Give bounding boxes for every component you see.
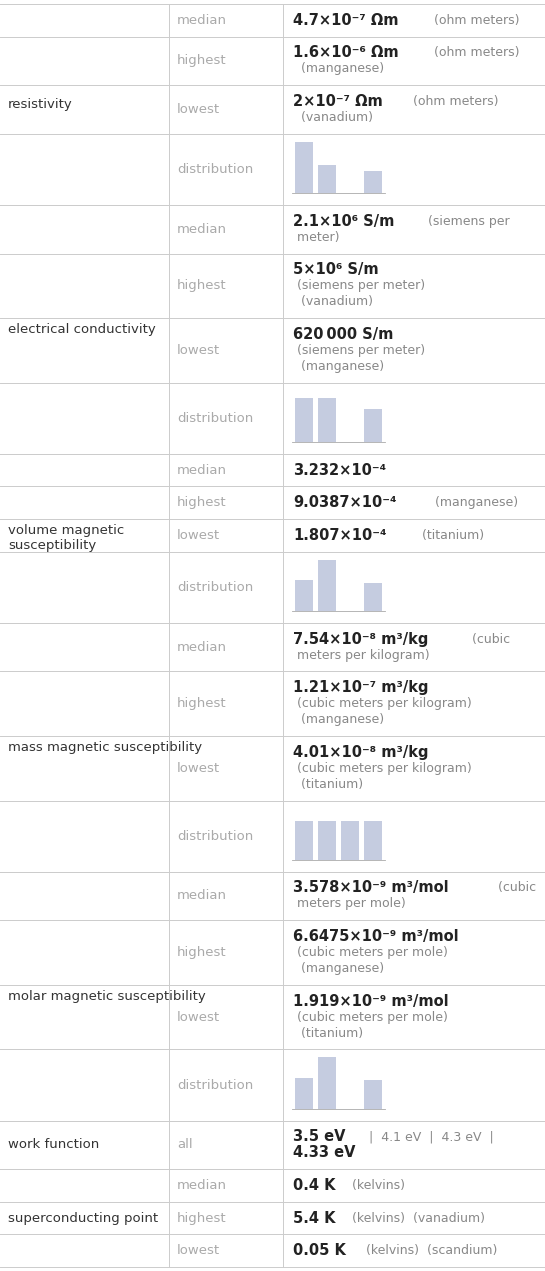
Text: 1.807×10⁻⁴: 1.807×10⁻⁴ bbox=[293, 527, 387, 543]
Text: electrical conductivity: electrical conductivity bbox=[8, 323, 156, 336]
Text: (siemens per meter): (siemens per meter) bbox=[293, 280, 426, 292]
Text: (cubic meters per mole): (cubic meters per mole) bbox=[293, 1010, 449, 1023]
Text: highest: highest bbox=[177, 1211, 227, 1224]
Text: highest: highest bbox=[177, 280, 227, 292]
Text: |  4.1 eV  |  4.3 eV  |: | 4.1 eV | 4.3 eV | bbox=[361, 1130, 494, 1144]
Bar bbox=[295, 142, 313, 193]
Bar bbox=[365, 1080, 383, 1108]
Text: 2×10⁻⁷ Ωm: 2×10⁻⁷ Ωm bbox=[293, 94, 383, 109]
Text: 6.6475×10⁻⁹ m³/mol: 6.6475×10⁻⁹ m³/mol bbox=[293, 929, 459, 944]
Text: lowest: lowest bbox=[177, 529, 220, 541]
Text: resistivity: resistivity bbox=[8, 98, 72, 111]
Text: meter): meter) bbox=[293, 231, 340, 244]
Text: lowest: lowest bbox=[177, 1010, 220, 1023]
Text: (cubic meters per mole): (cubic meters per mole) bbox=[293, 946, 449, 960]
Bar bbox=[365, 408, 383, 442]
Text: median: median bbox=[177, 222, 227, 235]
Bar bbox=[365, 582, 383, 611]
Text: 3.578×10⁻⁹ m³/mol: 3.578×10⁻⁹ m³/mol bbox=[293, 881, 449, 896]
Text: 620 000 S/m: 620 000 S/m bbox=[293, 327, 394, 342]
Text: distribution: distribution bbox=[177, 412, 253, 425]
Bar bbox=[295, 580, 313, 611]
Text: (siemens per: (siemens per bbox=[424, 215, 510, 228]
Text: meters per kilogram): meters per kilogram) bbox=[293, 648, 430, 662]
Text: (kelvins)  (scandium): (kelvins) (scandium) bbox=[362, 1244, 497, 1257]
Text: molar magnetic susceptibility: molar magnetic susceptibility bbox=[8, 990, 206, 1003]
Text: 1.21×10⁻⁷ m³/kg: 1.21×10⁻⁷ m³/kg bbox=[293, 680, 429, 695]
Text: highest: highest bbox=[177, 946, 227, 960]
Text: (cubic: (cubic bbox=[494, 882, 536, 895]
Text: (titanium): (titanium) bbox=[414, 529, 484, 541]
Text: (kelvins)  (vanadium): (kelvins) (vanadium) bbox=[348, 1211, 485, 1224]
Bar bbox=[365, 172, 383, 193]
Text: (titanium): (titanium) bbox=[293, 1027, 364, 1040]
Text: work function: work function bbox=[8, 1139, 99, 1152]
Text: highest: highest bbox=[177, 55, 227, 67]
Text: 1.6×10⁻⁶ Ωm: 1.6×10⁻⁶ Ωm bbox=[293, 46, 399, 61]
Bar bbox=[318, 165, 336, 193]
Text: median: median bbox=[177, 464, 227, 477]
Text: lowest: lowest bbox=[177, 761, 220, 775]
Text: (vanadium): (vanadium) bbox=[293, 295, 373, 309]
Text: median: median bbox=[177, 890, 227, 902]
Text: 3.5 eV: 3.5 eV bbox=[293, 1130, 346, 1144]
Text: (manganese): (manganese) bbox=[293, 962, 385, 975]
Text: (ohm meters): (ohm meters) bbox=[429, 14, 519, 27]
Text: lowest: lowest bbox=[177, 103, 220, 116]
Bar bbox=[295, 398, 313, 442]
Text: (manganese): (manganese) bbox=[293, 713, 385, 726]
Text: lowest: lowest bbox=[177, 344, 220, 357]
Text: 4.7×10⁻⁷ Ωm: 4.7×10⁻⁷ Ωm bbox=[293, 13, 399, 28]
Text: lowest: lowest bbox=[177, 1244, 220, 1257]
Bar bbox=[341, 821, 359, 859]
Bar bbox=[365, 821, 383, 859]
Text: 4.33 eV: 4.33 eV bbox=[293, 1145, 356, 1160]
Bar bbox=[318, 821, 336, 859]
Text: highest: highest bbox=[177, 496, 227, 510]
Text: (titanium): (titanium) bbox=[293, 778, 364, 791]
Text: distribution: distribution bbox=[177, 830, 253, 843]
Text: superconducting point: superconducting point bbox=[8, 1211, 158, 1224]
Text: 3.232×10⁻⁴: 3.232×10⁻⁴ bbox=[293, 463, 386, 478]
Text: 5.4 K: 5.4 K bbox=[293, 1210, 336, 1225]
Text: (cubic meters per kilogram): (cubic meters per kilogram) bbox=[293, 698, 472, 710]
Text: 0.4 K: 0.4 K bbox=[293, 1178, 336, 1193]
Text: highest: highest bbox=[177, 698, 227, 710]
Text: 7.54×10⁻⁸ m³/kg: 7.54×10⁻⁸ m³/kg bbox=[293, 632, 429, 647]
Text: all: all bbox=[177, 1139, 192, 1152]
Text: distribution: distribution bbox=[177, 163, 253, 175]
Text: (kelvins): (kelvins) bbox=[348, 1179, 405, 1192]
Text: 2.1×10⁶ S/m: 2.1×10⁶ S/m bbox=[293, 214, 395, 229]
Text: 9.0387×10⁻⁴: 9.0387×10⁻⁴ bbox=[293, 496, 397, 510]
Text: 4.01×10⁻⁸ m³/kg: 4.01×10⁻⁸ m³/kg bbox=[293, 745, 429, 760]
Text: 5×10⁶ S/m: 5×10⁶ S/m bbox=[293, 262, 379, 277]
Text: (cubic: (cubic bbox=[468, 633, 510, 646]
Text: median: median bbox=[177, 14, 227, 27]
Text: median: median bbox=[177, 1179, 227, 1192]
Text: median: median bbox=[177, 641, 227, 653]
Text: (ohm meters): (ohm meters) bbox=[409, 95, 499, 108]
Text: 0.05 K: 0.05 K bbox=[293, 1243, 346, 1258]
Text: (manganese): (manganese) bbox=[427, 496, 518, 510]
Text: (vanadium): (vanadium) bbox=[293, 111, 373, 125]
Text: (siemens per meter): (siemens per meter) bbox=[293, 344, 426, 357]
Text: (manganese): (manganese) bbox=[293, 360, 385, 372]
Bar bbox=[295, 821, 313, 859]
Text: volume magnetic
susceptibility: volume magnetic susceptibility bbox=[8, 525, 124, 553]
Bar bbox=[318, 559, 336, 611]
Bar bbox=[295, 1078, 313, 1108]
Bar bbox=[318, 398, 336, 442]
Bar bbox=[318, 1057, 336, 1108]
Text: (manganese): (manganese) bbox=[293, 62, 385, 75]
Text: mass magnetic susceptibility: mass magnetic susceptibility bbox=[8, 741, 202, 754]
Text: (cubic meters per kilogram): (cubic meters per kilogram) bbox=[293, 761, 472, 775]
Text: 1.919×10⁻⁹ m³/mol: 1.919×10⁻⁹ m³/mol bbox=[293, 994, 449, 1009]
Text: distribution: distribution bbox=[177, 581, 253, 594]
Text: distribution: distribution bbox=[177, 1079, 253, 1092]
Text: meters per mole): meters per mole) bbox=[293, 897, 406, 910]
Text: (ohm meters): (ohm meters) bbox=[429, 47, 519, 60]
